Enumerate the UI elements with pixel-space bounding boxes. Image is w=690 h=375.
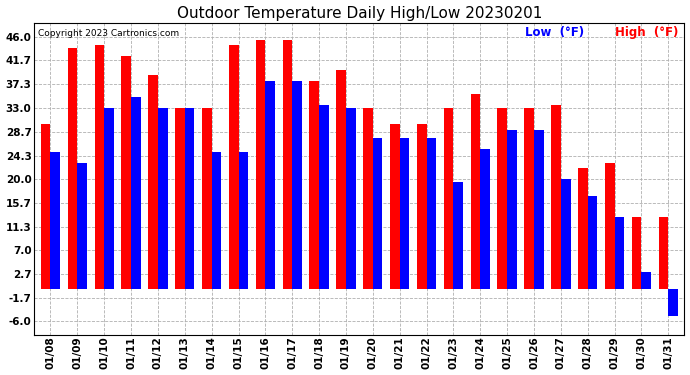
Bar [239, 152, 248, 289]
Bar [266, 81, 275, 289]
Bar [632, 217, 642, 289]
Bar [68, 48, 77, 289]
Bar [283, 39, 293, 289]
Bar [400, 138, 409, 289]
Bar [615, 217, 624, 289]
Bar [561, 179, 571, 289]
Bar [131, 97, 141, 289]
Text: High  (°F): High (°F) [615, 26, 678, 39]
Bar [121, 56, 131, 289]
Bar [507, 130, 517, 289]
Bar [453, 182, 463, 289]
Bar [390, 124, 400, 289]
Bar [551, 105, 561, 289]
Bar [578, 168, 588, 289]
Bar [497, 108, 507, 289]
Bar [293, 81, 302, 289]
Bar [659, 217, 669, 289]
Bar [95, 45, 104, 289]
Bar [229, 45, 239, 289]
Text: Copyright 2023 Cartronics.com: Copyright 2023 Cartronics.com [37, 29, 179, 38]
Bar [319, 105, 328, 289]
Bar [534, 130, 544, 289]
Bar [417, 124, 426, 289]
Bar [605, 163, 615, 289]
Bar [588, 196, 598, 289]
Bar [256, 39, 266, 289]
Bar [50, 152, 60, 289]
Title: Outdoor Temperature Daily High/Low 20230201: Outdoor Temperature Daily High/Low 20230… [177, 6, 542, 21]
Bar [363, 108, 373, 289]
Bar [669, 289, 678, 316]
Bar [77, 163, 87, 289]
Bar [185, 108, 195, 289]
Bar [480, 149, 490, 289]
Bar [41, 124, 50, 289]
Bar [642, 272, 651, 289]
Bar [202, 108, 212, 289]
Bar [104, 108, 114, 289]
Bar [158, 108, 168, 289]
Bar [309, 81, 319, 289]
Bar [471, 94, 480, 289]
Bar [148, 75, 158, 289]
Bar [524, 108, 534, 289]
Bar [426, 138, 436, 289]
Bar [175, 108, 185, 289]
Bar [336, 70, 346, 289]
Bar [373, 138, 382, 289]
Text: Low  (°F): Low (°F) [524, 26, 584, 39]
Bar [444, 108, 453, 289]
Bar [212, 152, 221, 289]
Bar [346, 108, 355, 289]
